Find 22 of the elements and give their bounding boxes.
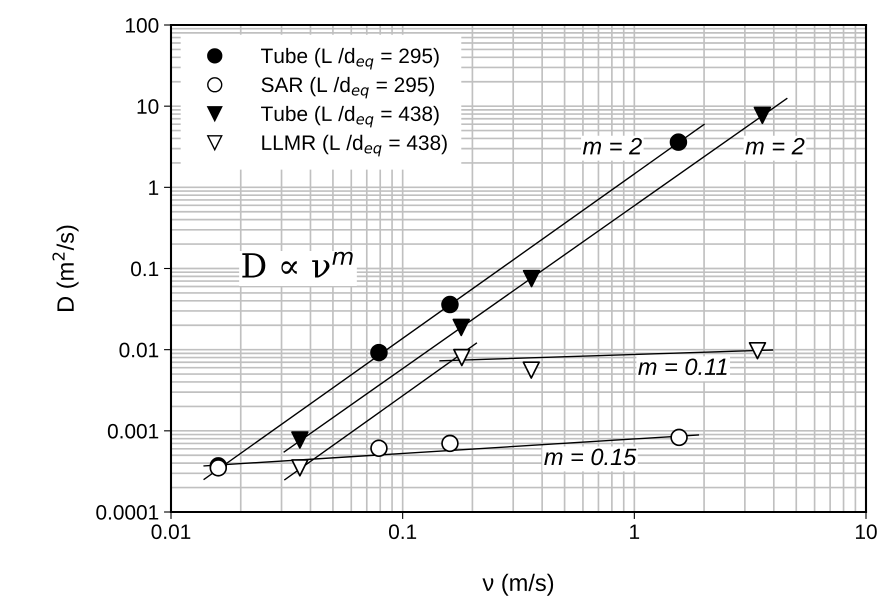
annotation: m = 0.11: [638, 358, 727, 376]
annotation: D ∝ ν$^{m}$: [242, 252, 353, 278]
y-tick-label: 10: [138, 99, 158, 114]
y-tick-label: 0.1: [131, 262, 158, 276]
annotation: m = 2: [745, 138, 804, 154]
legend-label: Tube (L /d$_{eq}$ = 438): [261, 106, 439, 128]
legend-label: LLMR (L /d$_{eq}$ = 438): [262, 134, 447, 156]
x-tick-label: 10: [856, 524, 877, 540]
y-tick-label: 0.0001: [96, 505, 158, 520]
y-axis-title: D (m$^{2}$/s): [52, 226, 79, 311]
y-tick-label: 0.001: [108, 424, 158, 439]
y-tick-label: 100: [126, 18, 158, 33]
legend-label: SAR (L /d$_{eq}$ = 295): [262, 76, 434, 98]
x-tick-label: 1: [630, 524, 640, 539]
y-tick-label: 1: [149, 180, 158, 195]
annotation: m = 0.15: [544, 448, 636, 466]
y-tick-label: 0.01: [119, 342, 158, 358]
annotation: m = 2: [582, 138, 642, 154]
x-tick-label: 0.01: [152, 524, 190, 540]
x-axis-title: ν (m/s): [482, 574, 554, 596]
legend-label: Tube (L /d$_{eq}$ = 295): [261, 48, 439, 70]
x-tick-label: 0.1: [389, 524, 416, 540]
